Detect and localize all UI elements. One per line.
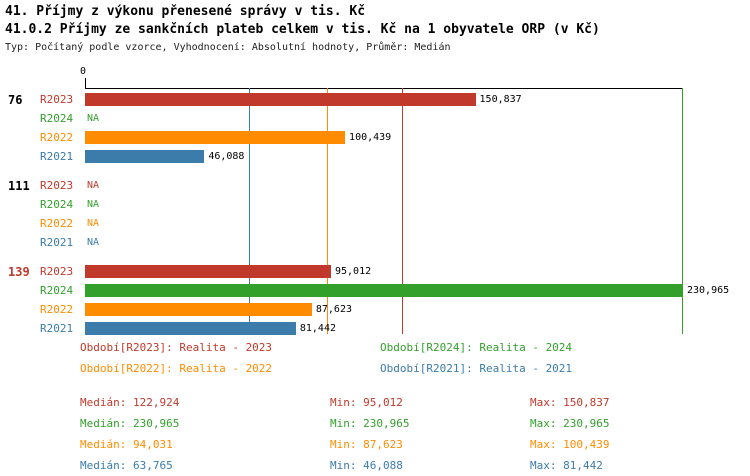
series-label: R2024: [40, 198, 74, 211]
bar-row: R2024 NA: [0, 109, 750, 128]
series-label: R2023: [40, 265, 74, 278]
bar-group: 111 R2023 NA R2024 NA R2022 NA R2021 NA: [0, 176, 750, 252]
stat-max: Max: 230,965: [530, 417, 610, 430]
bar: [85, 265, 331, 278]
series-label: R2024: [40, 284, 74, 297]
chart-groups: 76 R2023 150,837 R2024 NA R2022 100,439 R2021 46…: [0, 90, 750, 348]
series-label: R2023: [40, 179, 74, 192]
bar-area: 95,012: [85, 262, 750, 281]
bar: [85, 150, 205, 163]
bar-area: 46,088: [85, 147, 750, 166]
stat-median: Medián: 63,765: [80, 459, 173, 472]
legend-item-r2022: Období[R2022]: Realita - 2022: [80, 362, 273, 375]
bar-row: R2022 87,623: [0, 300, 750, 319]
bar-area: NA: [85, 176, 750, 195]
bar-row: R2021 NA: [0, 233, 750, 252]
group-label: 111: [8, 178, 30, 193]
stat-max: Max: 100,439: [530, 438, 610, 451]
bar-row: 111 R2023 NA: [0, 176, 750, 195]
stat-max: Max: 150,837: [530, 396, 610, 409]
legend-item-r2021: Období[R2021]: Realita - 2021: [380, 362, 573, 375]
bar-row: R2024 NA: [0, 195, 750, 214]
bar-area: NA: [85, 195, 750, 214]
bar: [85, 322, 296, 335]
stat-median: Medián: 122,924: [80, 396, 180, 409]
axis-zero-label: 0: [80, 66, 87, 77]
stat-median: Medián: 94,031: [80, 438, 173, 451]
stats: Medián: 122,924 Min: 95,012 Max: 150,837 Me…: [0, 392, 750, 476]
bar-area: 81,442: [85, 319, 750, 338]
group-label: 76: [8, 92, 23, 107]
series-label: R2021: [40, 150, 74, 163]
series-label: R2021: [40, 322, 74, 335]
bar-row: R2024 230,965: [0, 281, 750, 300]
page-title: 41. Příjmy z výkonu přenesené správy v t…: [5, 4, 366, 19]
bar-area: NA: [85, 214, 750, 233]
na-label: NA: [87, 180, 100, 191]
bar-area: 87,623: [85, 300, 750, 319]
na-label: NA: [87, 113, 100, 124]
legend-item-r2024: Období[R2024]: Realita - 2024: [380, 341, 573, 354]
bar-group: 139 R2023 95,012 R2024 230,965 R2022 87,623 R20…: [0, 262, 750, 338]
bar-area: 230,965: [85, 281, 750, 300]
stat-min: Min: 95,012: [330, 396, 403, 409]
bar-area: 150,837: [85, 90, 750, 109]
bar: [85, 131, 346, 144]
bar-row: 76 R2023 150,837: [0, 90, 750, 109]
bar-value-label: 150,837: [479, 94, 522, 105]
bar: [85, 284, 683, 297]
bar-row: R2022 NA: [0, 214, 750, 233]
stats-row-r2021: Medián: 63,765 Min: 46,088 Max: 81,442: [80, 455, 750, 476]
axis-zero-tick: [85, 78, 86, 88]
page-subtitle-indicator: 41.0.2 Příjmy ze sankčních plateb celkem…: [5, 22, 600, 37]
na-label: NA: [87, 218, 100, 229]
bar: [85, 93, 476, 106]
bar-value-label: 81,442: [299, 323, 336, 334]
bar-row: R2021 46,088: [0, 147, 750, 166]
series-label: R2022: [40, 217, 74, 230]
na-label: NA: [87, 199, 100, 210]
bar-group: 76 R2023 150,837 R2024 NA R2022 100,439 R2021 46…: [0, 90, 750, 166]
bar-area: NA: [85, 109, 750, 128]
bar-row: 139 R2023 95,012: [0, 262, 750, 281]
stat-min: Min: 46,088: [330, 459, 403, 472]
series-label: R2023: [40, 93, 74, 106]
series-label: R2024: [40, 112, 74, 125]
series-label: R2022: [40, 303, 74, 316]
na-label: NA: [87, 237, 100, 248]
bar-value-label: 230,965: [687, 285, 730, 296]
legend: Období[R2023]: Realita - 2023 Období[R202…: [0, 340, 750, 376]
bar-value-label: 95,012: [334, 266, 372, 277]
bar-value-label: 100,439: [349, 132, 392, 143]
stat-max: Max: 81,442: [530, 459, 603, 472]
bar: [85, 303, 312, 316]
series-label: R2022: [40, 131, 74, 144]
series-label: R2021: [40, 236, 74, 249]
stat-min: Min: 230,965: [330, 417, 410, 430]
bar-row: R2021 81,442: [0, 319, 750, 338]
bar-value-label: 46,088: [208, 151, 245, 162]
stat-min: Min: 87,623: [330, 438, 403, 451]
legend-item-r2023: Období[R2023]: Realita - 2023: [80, 341, 273, 354]
axis-line: [85, 88, 683, 89]
stats-row-r2024: Medián: 230,965 Min: 230,965 Max: 230,965: [80, 413, 750, 434]
bar-row: R2022 100,439: [0, 128, 750, 147]
group-label: 139: [8, 264, 30, 279]
bar-value-label: 87,623: [315, 304, 352, 315]
chart-meta-text: Typ: Počítaný podle vzorce, Vyhodnocení:…: [5, 42, 451, 53]
bar-area: 100,439: [85, 128, 750, 147]
stats-row-r2023: Medián: 122,924 Min: 95,012 Max: 150,837: [80, 392, 750, 413]
stats-row-r2022: Medián: 94,031 Min: 87,623 Max: 100,439: [80, 434, 750, 455]
stat-median: Medián: 230,965: [80, 417, 180, 430]
bar-area: NA: [85, 233, 750, 252]
